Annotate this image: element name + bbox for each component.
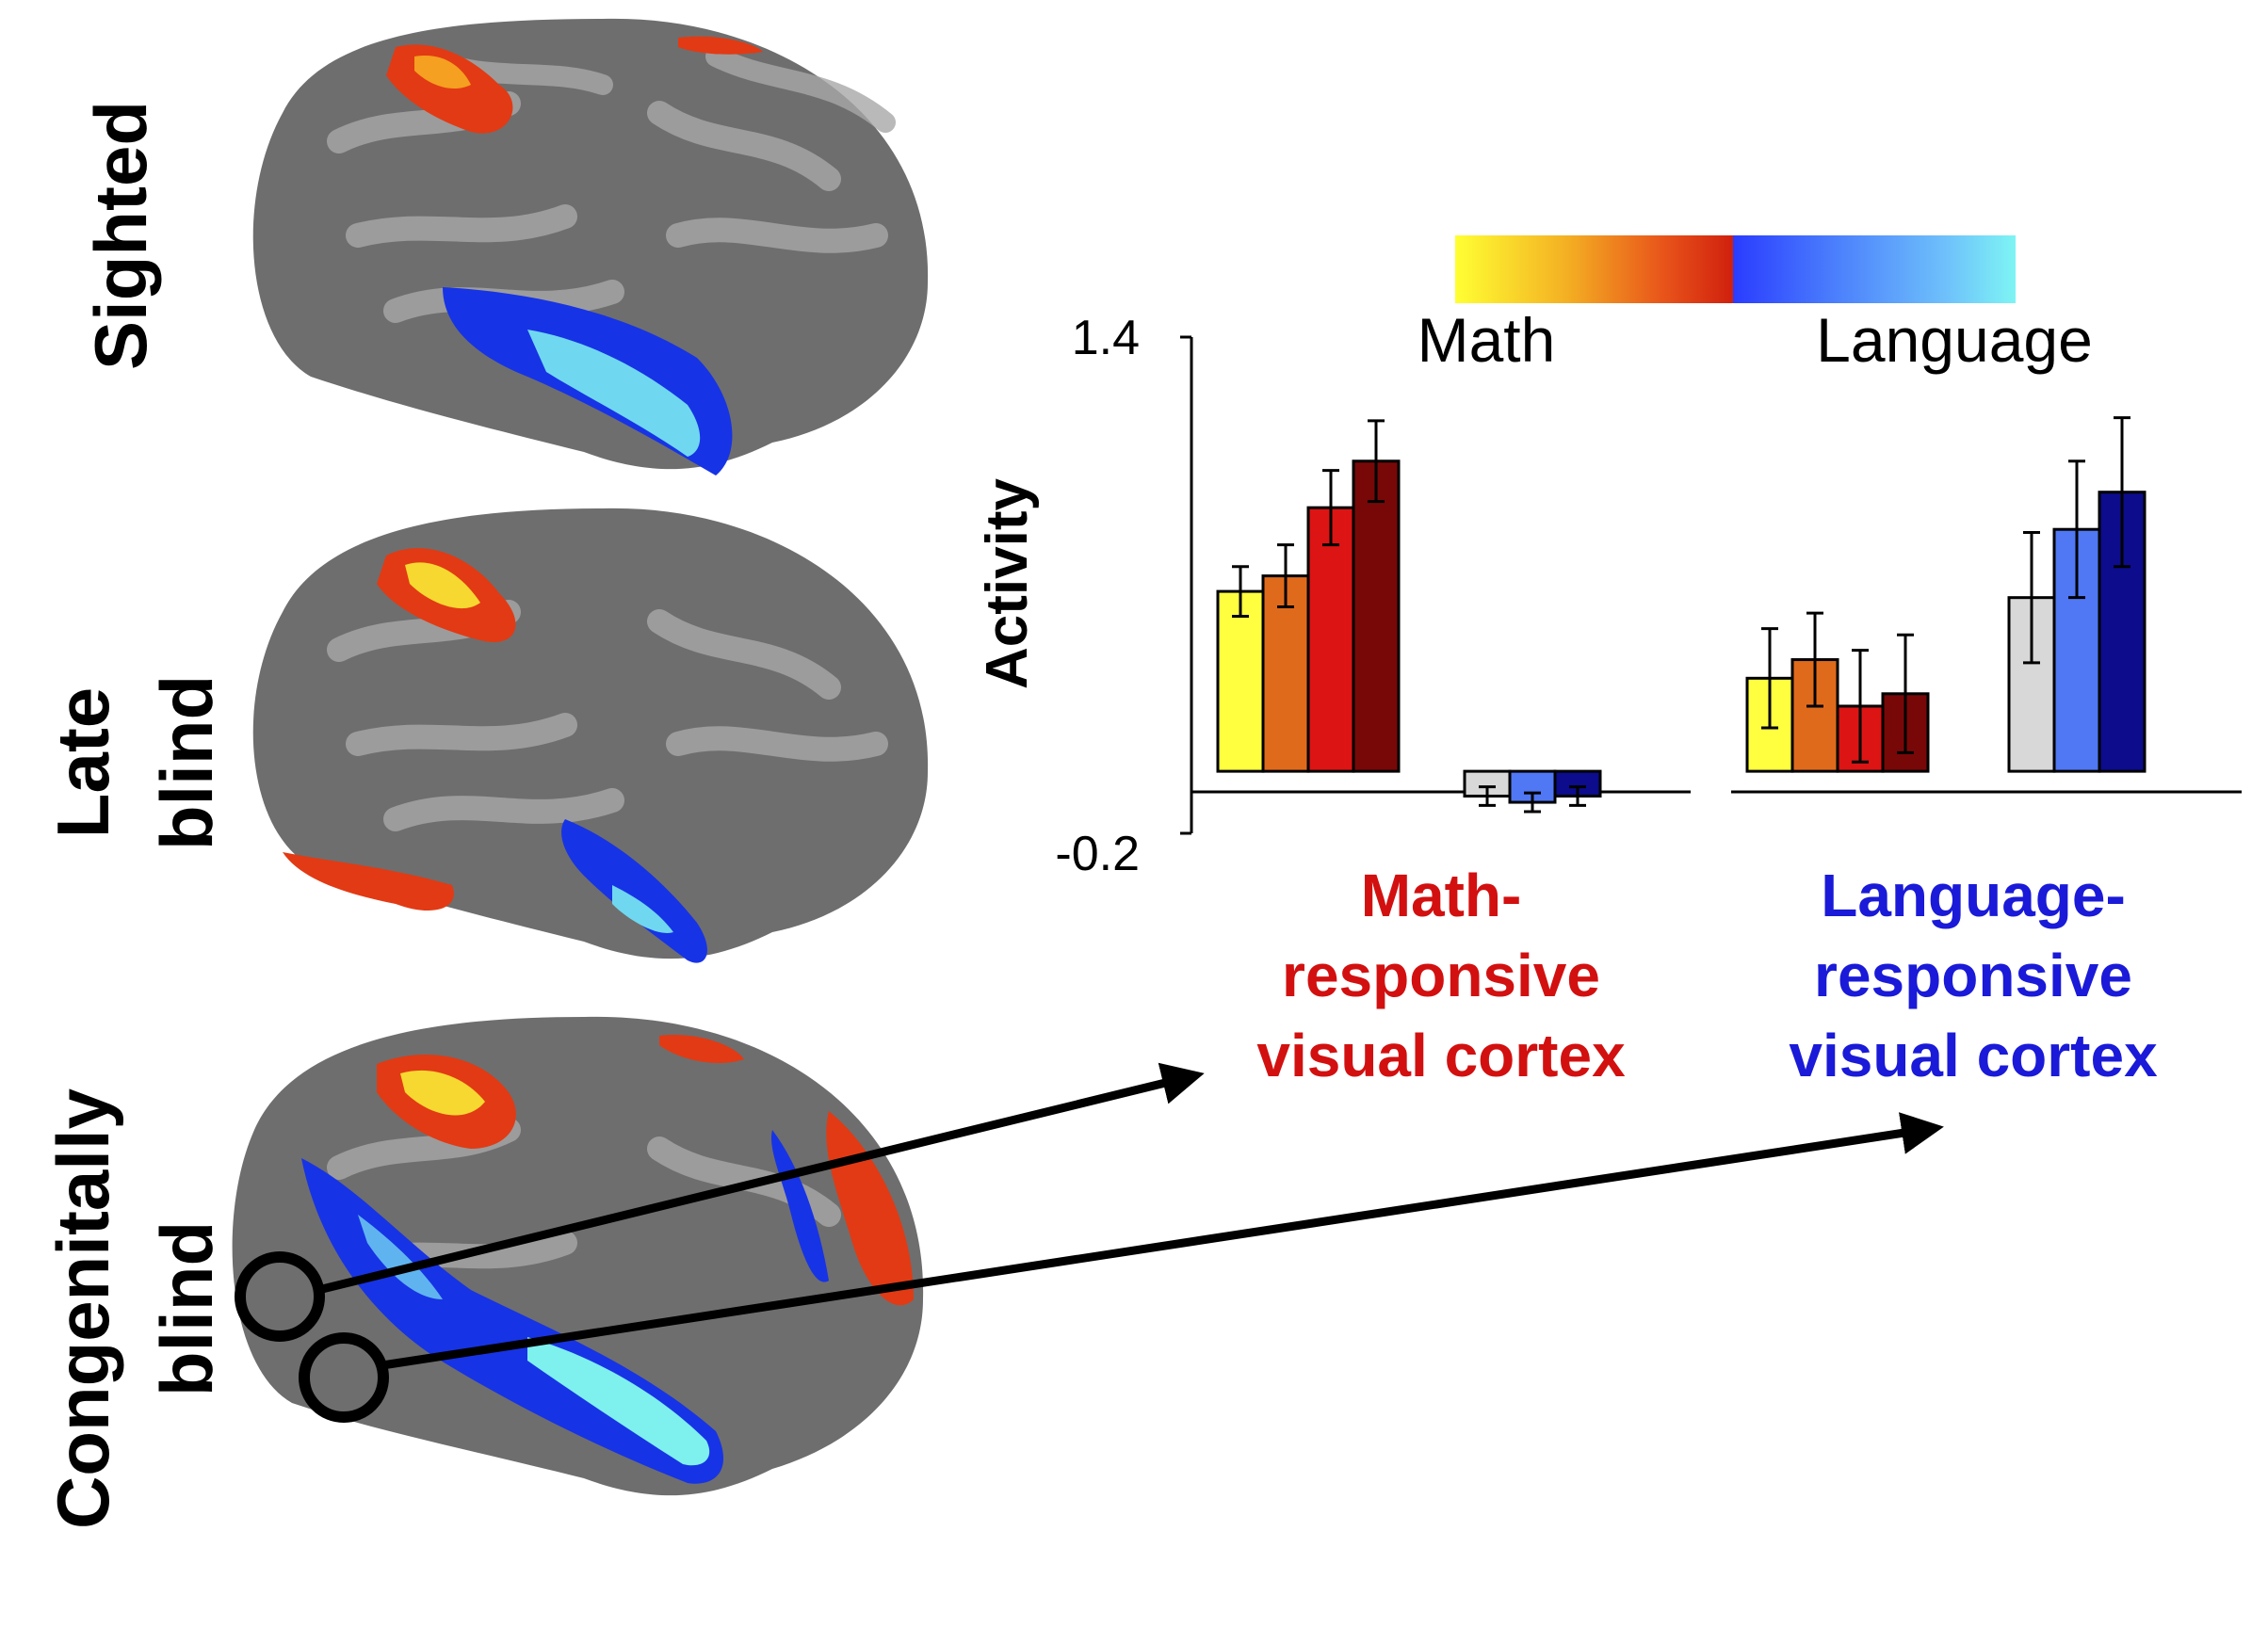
row-label-late-line2: blind [145,675,228,850]
bar-region1-math-3 [1306,506,1355,773]
bar-region1-math-1 [1216,589,1265,773]
errorbar-region1-math-2 [1277,543,1294,609]
region-label-language-line1: Language- [1821,862,2126,929]
brain-sighted [252,18,929,476]
region-label-language: Language- responsive visual cortex [1789,862,2158,1089]
region-label-math: Math- responsive visual cortex [1256,862,1626,1089]
row-label-congenital-line2: blind [145,1221,228,1396]
legend-math-label: Math [1418,305,1556,375]
errorbar-region1-math-3 [1322,469,1339,547]
row-label-late-line1: Late [41,687,124,838]
errorbar-region2-language-3 [2114,416,2130,569]
bar-region1-math-4 [1352,459,1401,773]
row-label-sighted: Sighted [79,101,162,370]
region-label-math-line1: Math- [1361,862,1522,929]
language-colorbar [1733,235,2016,303]
bar-chart: 1.4 -0.2 Activity [975,311,2242,881]
errorbar-region2-math-2 [1806,611,1823,708]
errorbar-region1-language-2 [1524,791,1541,814]
brain-surface [232,1016,924,1496]
bars-layer [1216,416,2146,814]
arrow-to-language-region [381,1112,1944,1370]
language-activation [561,819,707,963]
errorbar-region1-language-1 [1479,785,1496,807]
y-tick-label-min: -0.2 [1055,827,1140,881]
roi-circle-language [299,1332,389,1423]
color-legend: Math Language [1418,235,2093,375]
brain-congenitally-blind [232,1016,924,1496]
region-label-language-line3: visual cortex [1789,1022,2158,1089]
region-label-math-line3: visual cortex [1256,1022,1626,1089]
legend-language-label: Language [1816,305,2093,375]
y-tick-label-max: 1.4 [1072,311,1140,365]
errorbar-region2-language-2 [2068,459,2085,600]
region-label-language-line2: responsive [1814,942,2132,1009]
region-label-math-line2: responsive [1282,942,1600,1009]
math-colorbar [1455,235,1733,303]
row-label-congenital-line1: Congenitally [41,1088,124,1529]
errorbar-region2-math-4 [1897,633,1914,754]
y-axis-label: Activity [975,478,1040,689]
roi-circle-math [235,1251,325,1342]
errorbar-region2-math-3 [1852,649,1869,764]
errorbar-region1-language-3 [1569,785,1586,807]
errorbar-region1-math-4 [1368,419,1385,504]
errorbar-region2-math-1 [1761,627,1778,730]
arrow-to-math-region [316,1062,1205,1295]
brain-late-blind [252,508,929,963]
errorbar-region2-language-1 [2023,531,2040,665]
errorbar-region1-math-1 [1232,565,1249,618]
